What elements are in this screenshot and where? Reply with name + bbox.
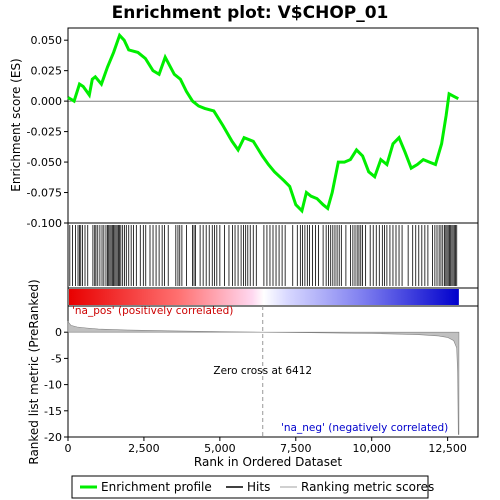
legend-metric-label: Ranking metric scores xyxy=(301,480,434,494)
metric-y-axis: 0 -5 -10 -15 -20 xyxy=(44,326,68,444)
x-tick-label: 0 xyxy=(65,442,72,455)
na-pos-label: 'na_pos' (positively correlated) xyxy=(72,305,233,317)
legend-hits-label: Hits xyxy=(247,480,270,494)
es-y-tick-label: 0.000 xyxy=(31,95,63,108)
es-y-tick-label: -0.025 xyxy=(27,126,62,139)
enrichment-profile-line xyxy=(67,32,459,214)
metric-panel-frame xyxy=(67,305,479,438)
es-y-tick-label: -0.100 xyxy=(27,217,62,230)
es-y-tick-label: -0.050 xyxy=(27,156,62,169)
chart-title: Enrichment plot: V$CHOP_01 xyxy=(112,3,389,23)
es-y-tick-label: -0.075 xyxy=(27,187,62,200)
metric-y-tick-label: 0 xyxy=(55,326,62,339)
zero-cross-label: Zero cross at 6412 xyxy=(213,365,312,377)
es-y-tick-label: 0.050 xyxy=(31,34,63,47)
es-y-axis-label: Enrichment score (ES) xyxy=(9,58,23,191)
x-axis-label: Rank in Ordered Dataset xyxy=(194,455,342,469)
metric-y-tick-label: -5 xyxy=(51,352,62,365)
na-neg-label: 'na_neg' (negatively correlated) xyxy=(281,422,448,434)
hits-markers xyxy=(69,225,458,286)
es-y-tick-label: 0.025 xyxy=(31,65,63,78)
ranking-metric-area xyxy=(67,320,460,435)
rank-color-bar xyxy=(69,289,459,305)
metric-y-tick-label: -15 xyxy=(44,405,62,418)
x-tick-label: 12,500 xyxy=(428,442,467,455)
legend-profile-label: Enrichment profile xyxy=(101,480,212,494)
x-axis: 0 2,500 5,000 7,500 10,000 12,500 xyxy=(65,437,467,455)
x-tick-label: 5,000 xyxy=(204,442,236,455)
metric-y-axis-label: Ranked list metric (PreRanked) xyxy=(27,279,41,464)
metric-y-tick-label: -20 xyxy=(44,431,62,444)
x-tick-label: 7,500 xyxy=(280,442,312,455)
x-tick-label: 10,000 xyxy=(352,442,391,455)
legend-box xyxy=(71,475,429,499)
es-y-axis: 0.050 0.025 0.000 -0.025 -0.050 -0.075 -0.100 xyxy=(27,34,68,230)
metric-y-tick-label: -10 xyxy=(44,379,62,392)
x-tick-label: 2,500 xyxy=(128,442,160,455)
es-panel-frame xyxy=(67,27,479,224)
